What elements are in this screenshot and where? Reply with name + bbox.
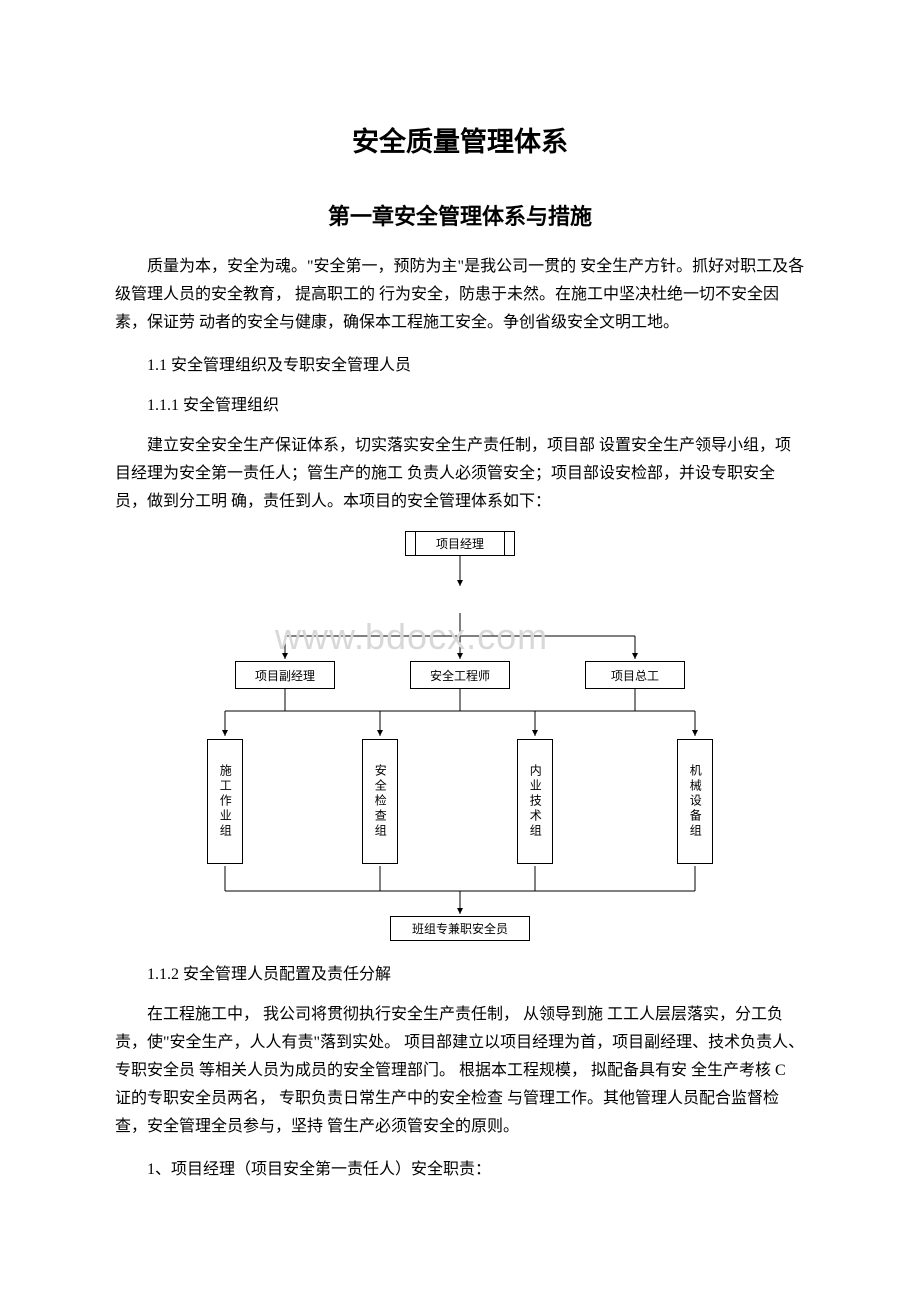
node-technical-team: 内业技术组 [517, 739, 553, 864]
org-chart: www.bdocx.com 公司指挥小组 [195, 531, 725, 946]
section-1-1-2: 1.1.2 安全管理人员配置及责任分解 [115, 961, 805, 989]
node-deputy-manager: 项目副经理 [235, 661, 335, 689]
doc-title: 安全质量管理体系 [115, 120, 805, 159]
node-chief-engineer: 项目总工 [585, 661, 685, 689]
node-construction-team: 施工作业组 [207, 739, 243, 864]
node-equipment-team: 机械设备组 [677, 739, 713, 864]
node-team-safety-officer: 班组专兼职安全员 [390, 916, 530, 941]
paragraph-1-1-2: 在工程施工中， 我公司将贯彻执行安全生产责任制， 从领导到施 工工人层层落实，分… [115, 1001, 805, 1141]
paragraph-1-1-1: 建立安全安全生产保证体系，切实落实安全生产责任制，项目部 设置安全生产领导小组，… [115, 432, 805, 516]
node-project-manager: 项目经理 [415, 531, 505, 556]
chart-connectors [195, 531, 725, 946]
section-1-1-1: 1.1.1 安全管理组织 [115, 392, 805, 420]
intro-paragraph: 质量为本，安全为魂。"安全第一，预防为主"是我公司一贯的 安全生产方针。抓好对职… [115, 253, 805, 337]
node-safety-engineer: 安全工程师 [410, 661, 510, 689]
section-1-1: 1.1 安全管理组织及专职安全管理人员 [115, 352, 805, 380]
item-1: 1、项目经理（项目安全第一责任人）安全职责： [115, 1156, 805, 1184]
chapter-heading: 第一章安全管理体系与措施 [115, 199, 805, 231]
node-safety-inspection-team: 安全检查组 [362, 739, 398, 864]
